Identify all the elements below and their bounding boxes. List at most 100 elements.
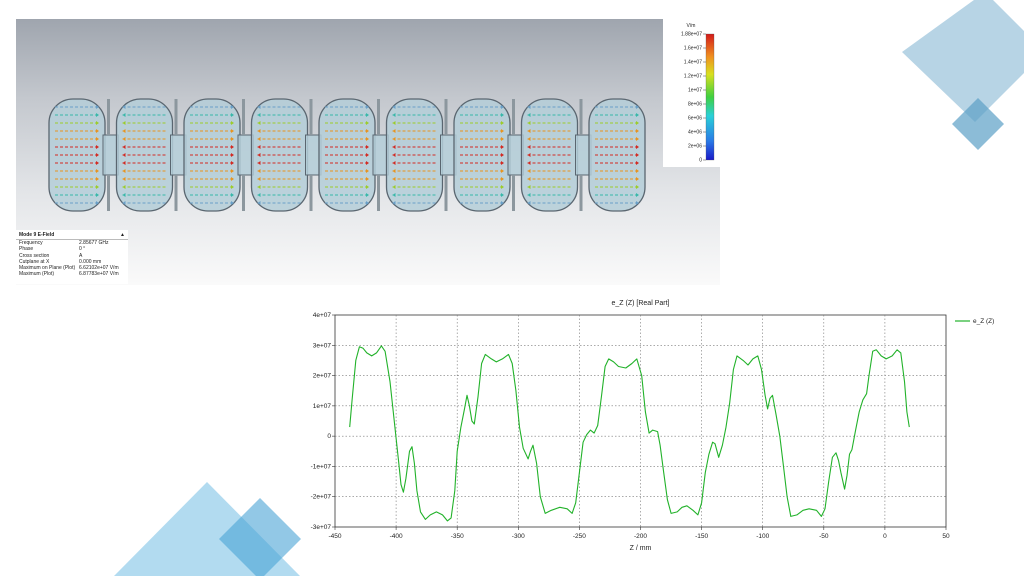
field-arrow-head: [257, 113, 261, 117]
y-tick-label: -2e+07: [311, 494, 332, 501]
field-arrow-head: [96, 169, 99, 173]
field-arrow-head: [392, 153, 396, 157]
field-arrow-head: [392, 193, 396, 197]
field-arrow-head: [122, 153, 126, 157]
field-arrow-head: [231, 105, 234, 109]
field-arrow-head: [636, 169, 639, 173]
x-tick-label: -100: [756, 533, 769, 540]
field-arrow-head: [257, 201, 261, 205]
x-tick-label: -450: [328, 533, 341, 540]
y-tick-label: 1e+07: [313, 403, 332, 410]
colorbar: V/m 1.88e+07 1.6e+07 1.4e+07 1.2e+07 1e+07 8e…: [681, 23, 715, 164]
field-arrow-head: [366, 201, 369, 205]
field-arrow-head: [501, 177, 504, 181]
coupling-slot: [242, 99, 245, 135]
coupling-slot: [309, 99, 313, 135]
field-arrow-head: [501, 161, 504, 165]
field-arrow-head: [636, 185, 639, 189]
field-arrow-head: [231, 193, 234, 197]
x-tick-label: -300: [512, 533, 525, 540]
field-arrow-head: [231, 113, 234, 117]
info-value: 0 °: [79, 246, 86, 253]
field-arrow-head: [527, 193, 531, 197]
info-value: 6.87783e+07 V/m: [79, 271, 119, 278]
field-arrow-head: [257, 185, 261, 189]
colorbar-unit: V/m: [687, 23, 696, 29]
y-tick-label: 4e+07: [313, 312, 332, 319]
field-arrow-head: [392, 137, 396, 141]
info-key: Frequency: [19, 240, 43, 246]
info-row: Cutplane at X 0.000 mm: [16, 259, 128, 265]
colorbar-tick-label: 8e+06: [688, 102, 702, 108]
colorbar-tick-label: 2e+06: [688, 144, 702, 150]
field-arrow-head: [392, 105, 396, 109]
coupling-slot: [444, 99, 448, 135]
colorbar-tick-label: 4e+06: [688, 130, 702, 136]
field-arrow-head: [231, 129, 234, 133]
field-arrow-head: [392, 185, 396, 189]
info-row: Frequency 2.85677 GHz: [16, 240, 128, 246]
field-simulation-view[interactable]: [16, 19, 720, 285]
field-arrow-head: [527, 105, 531, 109]
coupling-slot: [174, 175, 178, 211]
mode-info-title: Mode 9 E-Field: [19, 232, 55, 238]
field-arrow-head: [501, 137, 504, 141]
y-tick-label: 2e+07: [313, 373, 332, 380]
info-row: Cross section A: [16, 253, 128, 259]
x-tick-label: -200: [634, 533, 647, 540]
field-arrow-head: [527, 137, 531, 141]
field-arrow-head: [501, 201, 504, 205]
field-arrow-head: [96, 193, 99, 197]
info-row: Maximum on Plane (Plot) 6.62102e+07 V/m: [16, 265, 128, 271]
field-arrow-head: [257, 121, 261, 125]
info-key: Maximum (Plot): [19, 271, 55, 278]
field-arrow-head: [501, 105, 504, 109]
field-arrow-head: [257, 105, 261, 109]
x-tick-label: 0: [883, 533, 887, 540]
colorbar-legend: V/m 1.88e+07 1.6e+07 1.4e+07 1.2e+07 1e+07 8e…: [663, 19, 720, 167]
coupling-slot: [107, 99, 110, 135]
field-arrow-head: [257, 145, 261, 149]
field-arrows: [55, 105, 639, 205]
coupling-slot: [512, 175, 515, 211]
field-arrow-head: [257, 137, 261, 141]
x-tick-label: -350: [451, 533, 464, 540]
x-tick-label: 50: [942, 533, 950, 540]
field-arrow-head: [527, 201, 531, 205]
field-arrow-head: [231, 153, 234, 157]
field-arrow-head: [366, 137, 369, 141]
field-arrow-head: [122, 185, 126, 189]
field-arrow-head: [366, 161, 369, 165]
field-arrow-head: [96, 185, 99, 189]
field-arrow-head: [501, 129, 504, 133]
field-arrow-head: [527, 161, 531, 165]
coupling-slot: [242, 175, 245, 211]
field-arrow-head: [231, 169, 234, 173]
field-arrow-head: [231, 201, 234, 205]
collapse-arrow-icon[interactable]: ▲: [120, 232, 125, 238]
decor-shapes-top-right: [902, 0, 1024, 150]
x-axis-label: Z / mm: [630, 545, 652, 552]
cavity-field-plot: [48, 98, 646, 212]
field-arrow-head: [366, 121, 369, 125]
field-arrow-head: [636, 193, 639, 197]
x-tick-label: -50: [819, 533, 829, 540]
y-tick-label: -3e+07: [311, 524, 332, 531]
field-arrow-head: [122, 145, 126, 149]
field-arrow-head: [527, 177, 531, 181]
coupling-slot: [512, 99, 515, 135]
field-arrow-head: [636, 177, 639, 181]
y-tick-label: 3e+07: [313, 342, 332, 349]
field-arrow-head: [501, 113, 504, 117]
field-arrow-head: [636, 105, 639, 109]
coupling-slot: [107, 175, 110, 211]
info-value: 6.62102e+07 V/m: [79, 265, 119, 272]
x-tick-label: -250: [573, 533, 586, 540]
colorbar-tick-label: 0: [699, 158, 702, 164]
field-arrow-head: [527, 145, 531, 149]
field-arrow-head: [527, 121, 531, 125]
field-arrow-head: [231, 177, 234, 181]
chart-title: e_Z (Z) [Real Part]: [612, 300, 670, 307]
field-arrow-head: [527, 153, 531, 157]
field-arrow-head: [257, 193, 261, 197]
